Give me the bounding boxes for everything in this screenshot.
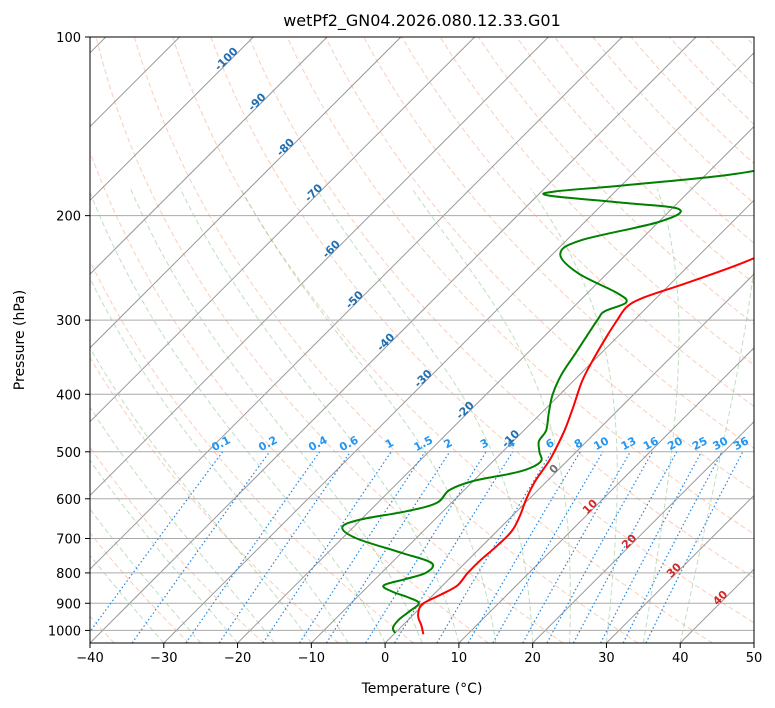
mixing-ratio-label: 16	[641, 434, 661, 453]
isotherm-line	[90, 37, 328, 275]
y-tick-label: 900	[56, 597, 81, 612]
moist-adiabat	[90, 554, 165, 643]
moist-adiabat	[679, 264, 754, 643]
mixing-ratio-line	[600, 451, 703, 643]
x-tick-label: −20	[224, 651, 251, 666]
isotherm-line	[90, 37, 476, 423]
moist-adiabat	[240, 188, 497, 643]
dry-adiabat	[90, 532, 190, 643]
x-tick-label: 0	[381, 651, 389, 666]
mixing-ratio-line	[218, 451, 351, 643]
dewpoint-profile-line	[341, 169, 754, 634]
y-tick-label: 100	[56, 31, 81, 46]
y-axis-label: Pressure (hPa)	[12, 290, 28, 390]
x-tick-label: −10	[298, 651, 325, 666]
data-series	[341, 169, 754, 635]
y-tick-label: 400	[56, 388, 81, 403]
x-tick-label: 10	[451, 651, 468, 666]
isotherm-line	[90, 37, 254, 202]
moist-adiabat	[90, 346, 312, 643]
moist-adiabat	[315, 188, 534, 643]
mixing-ratio-line	[262, 451, 392, 643]
plot-frame	[89, 36, 755, 644]
isotherm-line	[532, 420, 754, 643]
isotherm-line	[90, 37, 623, 570]
moist-adiabat	[90, 190, 386, 643]
x-tick-label: 50	[746, 651, 763, 666]
mixing-ratio-line	[131, 451, 271, 643]
dry-adiabat	[324, 37, 754, 492]
chart-title: wetPf2_GN04.2026.080.12.33.G01	[283, 11, 561, 31]
dry-adiabat	[172, 37, 713, 643]
x-tick-label: 20	[524, 651, 541, 666]
isotherm-line	[90, 37, 549, 497]
dry-adiabat	[363, 37, 754, 449]
x-axis-label: Temperature (°C)	[361, 681, 483, 697]
dry-adiabat	[210, 37, 754, 624]
dry-adiabat	[90, 150, 489, 643]
mixing-ratio-line	[365, 451, 487, 643]
x-tick-label: 30	[598, 651, 615, 666]
isotherm-line	[310, 199, 754, 643]
mixing-ratio-line	[185, 451, 321, 643]
axes: −40 −30 −20 −10 0 10 20 30 40 50 1000 900 800 700 600 5…	[48, 31, 762, 666]
y-tick-label: 700	[56, 533, 81, 548]
y-tick-label: 600	[56, 493, 81, 508]
mixing-ratio-line	[572, 451, 678, 643]
mixing-ratio-line	[546, 451, 654, 643]
dry-adiabat	[516, 37, 754, 285]
background-lines	[90, 37, 754, 643]
mixing-ratio-line	[325, 451, 451, 643]
mixing-ratio-label: 20	[665, 434, 685, 453]
mixing-ratio-line	[645, 451, 744, 643]
y-tick-label: 200	[56, 210, 81, 225]
x-tick-label: −30	[150, 651, 177, 666]
dry-adiabat	[439, 37, 754, 366]
isotherm-line	[163, 52, 754, 643]
y-tick-label: 800	[56, 567, 81, 582]
moist-adiabat	[90, 406, 275, 643]
temperature-profile-line	[417, 257, 754, 635]
plot-area	[90, 37, 754, 643]
moist-adiabat	[530, 188, 618, 643]
dry-adiabat	[248, 37, 754, 579]
moist-adiabat	[90, 277, 349, 643]
mixing-ratio-label: 13	[619, 434, 639, 453]
moist-adiabat	[90, 508, 202, 643]
moist-adiabat	[179, 188, 460, 643]
y-tick-label: 300	[56, 314, 81, 329]
mixing-ratio-line	[299, 451, 426, 643]
mixing-ratio-label: 36	[731, 434, 751, 453]
x-tick-label: 40	[672, 651, 689, 666]
isotherm-line	[90, 37, 402, 349]
moist-adiabat	[129, 188, 423, 643]
moist-adiabat	[642, 188, 680, 643]
mixing-ratio-line	[436, 451, 553, 643]
dry-adiabat	[133, 37, 639, 643]
mixing-ratio-label: 25	[690, 434, 710, 453]
mixing-ratio-line	[90, 451, 224, 633]
mixing-ratio-label: 10	[591, 434, 611, 453]
isotherm-line	[606, 494, 754, 643]
mixing-ratio-label: 30	[711, 434, 731, 453]
dry-adiabat	[90, 356, 339, 643]
y-tick-label: 500	[56, 446, 81, 461]
dry-adiabat	[90, 446, 265, 643]
isotherm-line	[237, 125, 754, 643]
isotherm-line	[458, 347, 754, 643]
mixing-ratio-line	[522, 451, 631, 643]
moist-adiabat	[411, 188, 571, 643]
isotherm-line	[90, 37, 697, 643]
x-tick-label: −40	[76, 651, 103, 666]
dry-adiabat	[95, 37, 564, 643]
isotherm-line	[384, 273, 754, 643]
y-tick-label: 1000	[48, 624, 81, 639]
moist-adiabat	[90, 459, 238, 643]
